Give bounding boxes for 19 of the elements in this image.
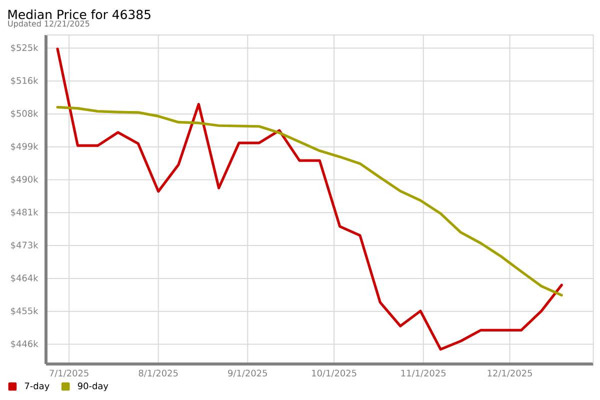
- chart-title: Median Price for 46385: [8, 10, 150, 20]
- legend-label: 90-day: [78, 382, 108, 392]
- x-tick-label: 10/1/2025: [312, 370, 356, 378]
- y-tick-label: $525k: [11, 44, 38, 52]
- y-tick-label: $464k: [11, 274, 38, 283]
- y-tick-label: $490k: [11, 176, 38, 184]
- x-tick-label: 8/1/2025: [138, 370, 178, 378]
- x-tick-label: 11/1/2025: [401, 370, 446, 378]
- x-tick-label: 9/1/2025: [228, 370, 267, 378]
- y-tick-label: $499k: [11, 142, 38, 151]
- y-tick-label: $481k: [11, 208, 38, 217]
- x-tick-label: 7/1/2025: [50, 370, 88, 378]
- y-tick-label: $446k: [11, 340, 38, 348]
- y-tick-label: $455k: [11, 307, 38, 316]
- y-tick-label: $516k: [11, 76, 38, 86]
- y-tick-label: $473k: [11, 241, 38, 250]
- x-tick-label: 12/1/2025: [488, 370, 532, 378]
- y-tick-label: $508k: [11, 110, 38, 118]
- legend-label: 7-day: [24, 382, 50, 392]
